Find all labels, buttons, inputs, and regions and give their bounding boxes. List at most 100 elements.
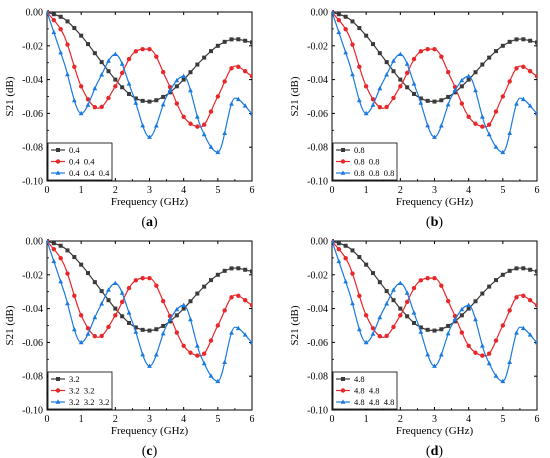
x-tick-label: 5 (500, 185, 505, 196)
data-point (65, 300, 70, 306)
data-point (161, 323, 166, 328)
data-point (222, 308, 227, 313)
y-tick-label: -0.06 (307, 109, 328, 120)
data-point (195, 62, 200, 67)
data-point (514, 295, 519, 300)
data-point (418, 325, 423, 330)
legend-entry: 3.2 (69, 374, 80, 384)
data-point (99, 289, 104, 294)
data-point (126, 285, 132, 291)
data-point (65, 42, 70, 47)
data-point (521, 266, 526, 271)
data-point (411, 310, 417, 315)
data-point (507, 268, 512, 273)
data-point (181, 343, 186, 348)
data-point (486, 131, 492, 137)
data-point (336, 246, 342, 252)
data-point (106, 58, 111, 63)
data-point (459, 330, 465, 335)
data-point (85, 102, 91, 107)
data-point (222, 39, 227, 44)
data-point (343, 243, 348, 248)
data-point (377, 105, 383, 110)
data-point (439, 54, 444, 59)
data-point (106, 298, 111, 303)
data-point (418, 49, 424, 54)
data-point (168, 319, 172, 324)
data-point (507, 39, 512, 44)
data-point (350, 271, 355, 276)
data-point (51, 246, 57, 252)
data-point (398, 313, 403, 318)
x-tick-label: 5 (215, 185, 220, 196)
data-point (535, 40, 537, 45)
data-point (92, 280, 97, 285)
data-point (486, 122, 492, 127)
legend-marker (55, 159, 61, 164)
data-point (527, 103, 533, 108)
data-point (133, 49, 139, 54)
data-point (153, 123, 159, 128)
data-point (384, 104, 389, 110)
panel-label: (b) (426, 215, 443, 230)
series-1 (47, 10, 252, 104)
data-point (249, 110, 252, 116)
data-point (445, 69, 451, 75)
data-point (106, 324, 111, 330)
data-point (363, 313, 369, 318)
data-point (160, 69, 166, 75)
data-point (391, 287, 396, 292)
data-point (99, 301, 105, 306)
data-point (58, 26, 63, 32)
data-point (363, 339, 369, 345)
data-point (363, 84, 369, 89)
data-point (384, 72, 390, 77)
data-point (242, 297, 248, 303)
data-point (235, 96, 241, 102)
data-point (500, 43, 505, 48)
data-point (250, 269, 252, 274)
data-point (160, 331, 166, 336)
legend-marker (340, 170, 346, 175)
data-point (222, 79, 227, 84)
data-point (215, 323, 221, 328)
data-point (404, 290, 410, 295)
y-tick-label: -0.08 (307, 372, 328, 383)
data-point (140, 327, 145, 332)
data-point (418, 100, 424, 105)
data-point (384, 333, 389, 339)
data-point (236, 64, 241, 70)
data-point (391, 298, 396, 303)
data-point (412, 320, 416, 325)
data-point (500, 378, 506, 384)
data-point (79, 33, 84, 38)
data-point (514, 266, 519, 271)
chart-panel-b: 0 1 2 3 4 5 6 0.00 -0.02 -0.04 -0.06 -0.08 -0.10 Freq… (289, 8, 540, 231)
data-point (120, 314, 125, 319)
data-point (208, 373, 214, 378)
data-point (528, 38, 533, 43)
data-point (72, 255, 77, 260)
chart-panel-a: 0 1 2 3 4 5 6 0.00 -0.02 -0.04 -0.06 -0.08 -0.10 Freq… (4, 8, 255, 231)
data-point (384, 301, 390, 306)
data-point (418, 96, 423, 101)
x-tick-label: 2 (398, 185, 403, 196)
legend-marker (340, 388, 346, 393)
data-point (425, 98, 430, 103)
data-point (514, 330, 519, 335)
data-point (500, 149, 506, 155)
data-point (535, 269, 537, 274)
x-tick-label: 6 (250, 185, 255, 196)
legend-marker (56, 148, 60, 152)
data-point (86, 271, 90, 276)
y-tick-label: -0.04 (307, 304, 328, 315)
y-tick-label: -0.04 (22, 75, 43, 86)
legend-entry: 4.8 4.8 (354, 386, 380, 396)
data-point (411, 285, 417, 291)
data-point (432, 275, 437, 281)
series-line (332, 11, 537, 153)
data-point (222, 130, 228, 136)
data-point (398, 306, 403, 311)
panel-label: (c) (142, 444, 158, 458)
x-tick-label: 3 (432, 185, 437, 196)
